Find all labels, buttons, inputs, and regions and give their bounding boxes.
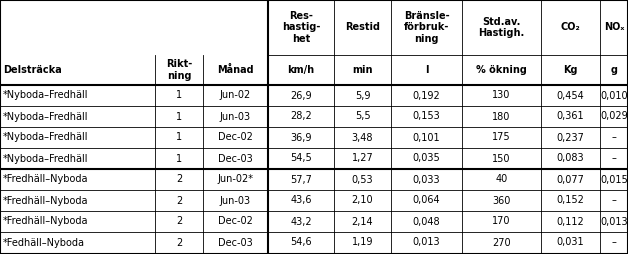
- Text: 130: 130: [492, 90, 511, 101]
- Text: 0,013: 0,013: [413, 237, 440, 247]
- Text: 0,033: 0,033: [413, 174, 440, 184]
- Text: 150: 150: [492, 153, 511, 164]
- Text: 2,14: 2,14: [352, 216, 373, 227]
- Text: Dec-03: Dec-03: [218, 153, 253, 164]
- Text: 28,2: 28,2: [290, 112, 312, 121]
- Text: 0,152: 0,152: [556, 196, 585, 205]
- Text: 2: 2: [176, 196, 182, 205]
- Text: 0,029: 0,029: [600, 112, 628, 121]
- Text: Kg: Kg: [563, 65, 578, 75]
- Text: 1: 1: [176, 112, 182, 121]
- Text: 43,2: 43,2: [290, 216, 312, 227]
- Text: 2: 2: [176, 216, 182, 227]
- Text: *Fredhäll–Nyboda: *Fredhäll–Nyboda: [3, 174, 89, 184]
- Text: 0,064: 0,064: [413, 196, 440, 205]
- Text: 1,27: 1,27: [352, 153, 374, 164]
- Text: –: –: [612, 133, 617, 142]
- Text: 270: 270: [492, 237, 511, 247]
- Text: 0,53: 0,53: [352, 174, 373, 184]
- Text: 54,6: 54,6: [290, 237, 312, 247]
- Text: Rikt-
ning: Rikt- ning: [166, 59, 192, 81]
- Text: *Fredhäll–Nyboda: *Fredhäll–Nyboda: [3, 216, 89, 227]
- Text: 0,192: 0,192: [413, 90, 440, 101]
- Text: 1: 1: [176, 90, 182, 101]
- Text: 175: 175: [492, 133, 511, 142]
- Text: *Fredhäll–Nyboda: *Fredhäll–Nyboda: [3, 196, 89, 205]
- Text: l: l: [425, 65, 428, 75]
- Text: *Nyboda–Fredhäll: *Nyboda–Fredhäll: [3, 153, 89, 164]
- Text: Jun-02: Jun-02: [220, 90, 251, 101]
- Text: Bränsle-
förbruk-
ning: Bränsle- förbruk- ning: [404, 11, 449, 44]
- Text: –: –: [612, 153, 617, 164]
- Text: Restid: Restid: [345, 23, 380, 33]
- Text: 0,361: 0,361: [556, 112, 584, 121]
- Text: 0,077: 0,077: [556, 174, 585, 184]
- Text: % ökning: % ökning: [476, 65, 527, 75]
- Text: 1,19: 1,19: [352, 237, 373, 247]
- Text: 36,9: 36,9: [290, 133, 311, 142]
- Text: 5,5: 5,5: [355, 112, 371, 121]
- Text: Månad: Månad: [217, 65, 254, 75]
- Text: 2: 2: [176, 237, 182, 247]
- Text: 57,7: 57,7: [290, 174, 312, 184]
- Text: km/h: km/h: [288, 65, 315, 75]
- Text: 180: 180: [492, 112, 511, 121]
- Text: Dec-02: Dec-02: [218, 216, 253, 227]
- Text: 0,237: 0,237: [556, 133, 585, 142]
- Text: 2,10: 2,10: [352, 196, 373, 205]
- Text: 170: 170: [492, 216, 511, 227]
- Text: *Nyboda–Fredhäll: *Nyboda–Fredhäll: [3, 133, 89, 142]
- Text: 0,083: 0,083: [556, 153, 584, 164]
- Text: 0,101: 0,101: [413, 133, 440, 142]
- Text: 5,9: 5,9: [355, 90, 371, 101]
- Text: Jun-03: Jun-03: [220, 112, 251, 121]
- Text: *Nyboda–Fredhäll: *Nyboda–Fredhäll: [3, 90, 89, 101]
- Text: 54,5: 54,5: [290, 153, 312, 164]
- Text: 0,015: 0,015: [600, 174, 628, 184]
- Text: Delsträcka: Delsträcka: [3, 65, 62, 75]
- Text: CO₂: CO₂: [561, 23, 580, 33]
- Text: 26,9: 26,9: [290, 90, 312, 101]
- Text: 0,010: 0,010: [600, 90, 628, 101]
- Text: 1: 1: [176, 133, 182, 142]
- Text: Jun-03: Jun-03: [220, 196, 251, 205]
- Text: Res-
hastig-
het: Res- hastig- het: [282, 11, 320, 44]
- Text: NOₓ: NOₓ: [604, 23, 624, 33]
- Text: 0,454: 0,454: [556, 90, 585, 101]
- Text: 0,153: 0,153: [413, 112, 440, 121]
- Text: 0,013: 0,013: [600, 216, 628, 227]
- Text: Std.av.
Hastigh.: Std.av. Hastigh.: [479, 17, 524, 38]
- Text: 40: 40: [495, 174, 507, 184]
- Text: 0,112: 0,112: [556, 216, 585, 227]
- Text: *Nyboda–Fredhäll: *Nyboda–Fredhäll: [3, 112, 89, 121]
- Text: Dec-02: Dec-02: [218, 133, 253, 142]
- Text: –: –: [612, 196, 617, 205]
- Text: Dec-03: Dec-03: [218, 237, 253, 247]
- Text: 3,48: 3,48: [352, 133, 373, 142]
- Text: 360: 360: [492, 196, 511, 205]
- Text: 2: 2: [176, 174, 182, 184]
- Text: Jun-02*: Jun-02*: [217, 174, 254, 184]
- Text: 43,6: 43,6: [290, 196, 311, 205]
- Text: 1: 1: [176, 153, 182, 164]
- Text: –: –: [612, 237, 617, 247]
- Text: min: min: [352, 65, 373, 75]
- Text: *Fedhäll–Nyboda: *Fedhäll–Nyboda: [3, 237, 85, 247]
- Text: 0,048: 0,048: [413, 216, 440, 227]
- Text: 0,031: 0,031: [556, 237, 584, 247]
- Text: g: g: [610, 65, 617, 75]
- Text: 0,035: 0,035: [413, 153, 440, 164]
